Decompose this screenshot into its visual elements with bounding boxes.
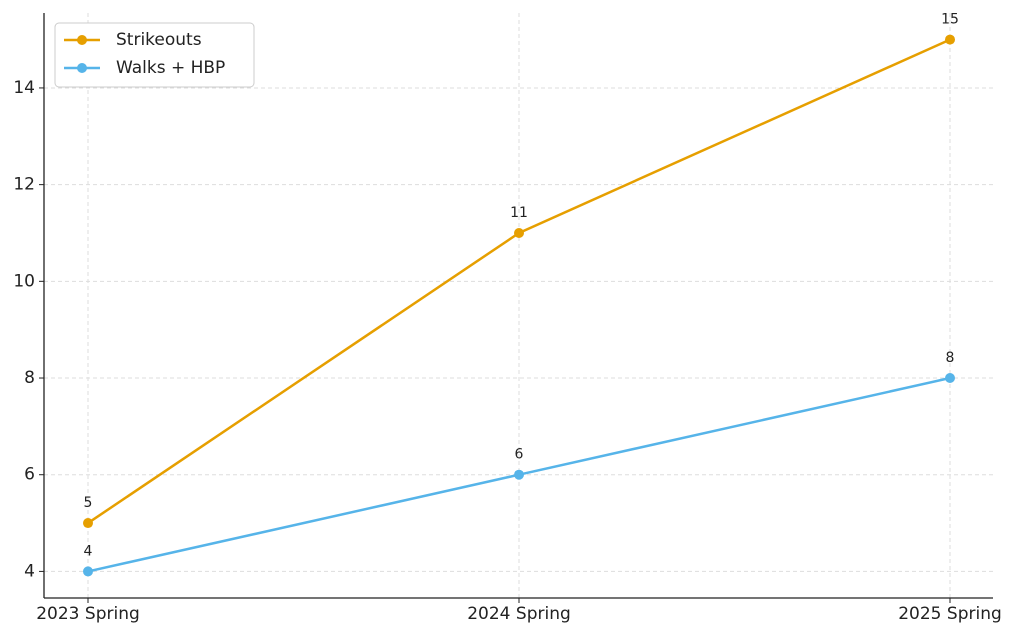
legend-marker <box>77 35 87 45</box>
data-point <box>945 373 955 384</box>
data-point <box>83 518 93 529</box>
data-label: 15 <box>941 12 959 28</box>
data-label: 8 <box>946 350 955 366</box>
y-tick-label: 8 <box>24 368 35 388</box>
y-tick-label: 14 <box>13 78 35 98</box>
legend-marker <box>77 63 87 73</box>
data-label: 11 <box>510 205 528 221</box>
data-point <box>514 469 524 480</box>
data-label: 5 <box>84 495 93 511</box>
x-tick-label: 2024 Spring <box>467 604 571 624</box>
x-tick-label: 2023 Spring <box>36 604 140 624</box>
x-tick-label: 2025 Spring <box>898 604 1002 624</box>
y-tick-label: 12 <box>13 175 35 195</box>
y-tick-label: 6 <box>24 465 35 485</box>
legend-label: Walks + HBP <box>116 58 225 78</box>
legend: Strikeouts Walks + HBP <box>54 22 255 88</box>
data-point <box>945 34 955 45</box>
legend-box <box>54 22 255 88</box>
data-point <box>83 566 93 577</box>
data-label: 6 <box>515 447 524 463</box>
data-point <box>514 227 524 238</box>
data-label: 4 <box>84 543 93 559</box>
y-tick-label: 4 <box>24 561 35 581</box>
legend-label: Strikeouts <box>116 30 202 50</box>
y-tick-label: 10 <box>13 271 35 291</box>
